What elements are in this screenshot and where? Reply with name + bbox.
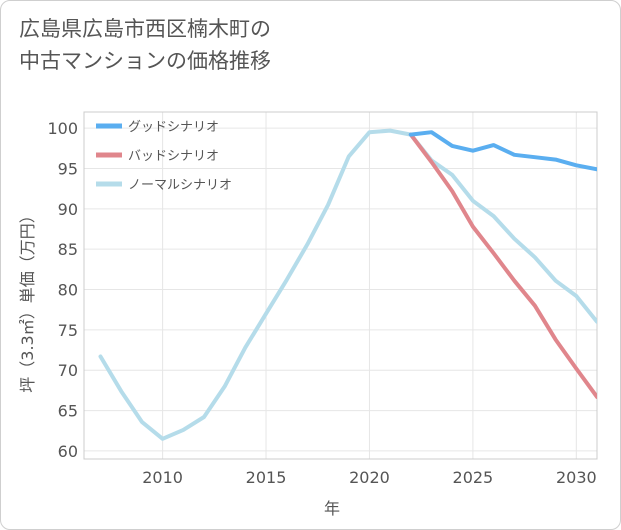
x-tick-label: 2010 xyxy=(142,468,183,487)
x-tick-label: 2015 xyxy=(246,468,287,487)
series-line-2 xyxy=(408,132,597,399)
y-tick-label: 65 xyxy=(58,402,78,421)
grid-lines xyxy=(83,111,598,460)
title-line-1: 広島県広島市西区楠木町の xyxy=(19,17,271,41)
x-tick-label: 2030 xyxy=(556,468,597,487)
y-tick-label: 75 xyxy=(58,321,78,340)
legend-label: ノーマルシナリオ xyxy=(128,178,232,193)
plot-area-border xyxy=(83,111,598,460)
series-lines xyxy=(98,128,597,441)
chart-title: 広島県広島市西区楠木町の 中古マンションの価格推移 xyxy=(19,13,271,77)
y-axis-label: 坪（3.3㎡）単価（万円） xyxy=(18,207,37,392)
y-tick-label: 80 xyxy=(58,281,78,300)
x-tick-label: 2020 xyxy=(349,468,390,487)
series-line-1 xyxy=(408,130,597,172)
y-tick-label: 85 xyxy=(58,240,78,259)
y-tick-label: 90 xyxy=(58,200,78,219)
legend-label: グッドシナリオ xyxy=(128,120,219,135)
legend-label: バッドシナリオ xyxy=(128,149,219,164)
y-tick-labels: 60 65 70 75 80 85 90 95 100 xyxy=(47,119,78,461)
series-line-3 xyxy=(98,128,597,441)
y-tick-label: 60 xyxy=(58,442,78,461)
x-tick-label: 2025 xyxy=(453,468,494,487)
y-tick-label: 95 xyxy=(58,159,78,178)
x-tick-labels: 2010 2015 2020 2025 2030 xyxy=(142,468,596,487)
x-axis-label: 年 xyxy=(324,499,340,518)
title-line-2: 中古マンションの価格推移 xyxy=(19,49,271,73)
y-tick-label: 100 xyxy=(47,119,78,138)
y-tick-label: 70 xyxy=(58,361,78,380)
